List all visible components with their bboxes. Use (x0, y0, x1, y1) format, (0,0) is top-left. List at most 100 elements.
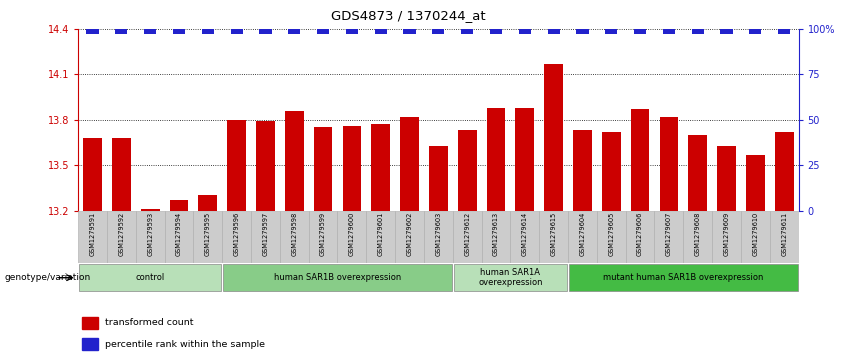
Text: GDS4873 / 1370244_at: GDS4873 / 1370244_at (331, 9, 485, 22)
Bar (199, 195, 217, 211)
Bar (487, 108, 505, 211)
Bar (78, 211, 107, 263)
Bar (539, 211, 568, 263)
Bar (112, 138, 131, 211)
Bar (194, 211, 222, 263)
Bar (573, 130, 592, 211)
Bar (746, 155, 765, 211)
Bar (366, 211, 395, 263)
Bar (634, 27, 646, 34)
Bar (568, 211, 597, 263)
Text: GSM1279595: GSM1279595 (205, 212, 211, 256)
Bar (256, 121, 275, 211)
Text: GSM1279611: GSM1279611 (781, 212, 787, 256)
Text: GSM1279603: GSM1279603 (436, 212, 441, 256)
Bar (720, 27, 733, 34)
Text: GSM1279605: GSM1279605 (608, 212, 615, 257)
Bar (429, 146, 448, 211)
Bar (313, 127, 332, 211)
Bar (169, 200, 188, 211)
Bar (343, 126, 361, 211)
Bar (597, 211, 626, 263)
Bar (544, 64, 563, 211)
Text: GSM1279596: GSM1279596 (233, 212, 240, 256)
Bar (345, 27, 358, 34)
Bar (141, 209, 160, 211)
Bar (285, 111, 304, 211)
Bar (569, 264, 798, 291)
Bar (288, 27, 300, 34)
Text: GSM1279604: GSM1279604 (580, 212, 585, 257)
Text: GSM1279615: GSM1279615 (550, 212, 556, 256)
Bar (688, 135, 707, 211)
Bar (461, 27, 473, 34)
Bar (107, 211, 135, 263)
Bar (309, 211, 338, 263)
Bar (663, 27, 675, 34)
Text: GSM1279602: GSM1279602 (406, 212, 412, 257)
Bar (602, 132, 621, 211)
Bar (519, 27, 531, 34)
Bar (395, 211, 424, 263)
Bar (453, 211, 482, 263)
Bar (510, 211, 539, 263)
Bar (626, 211, 654, 263)
Bar (165, 211, 194, 263)
Bar (222, 211, 251, 263)
Bar (317, 27, 329, 34)
Text: GSM1279609: GSM1279609 (724, 212, 729, 256)
Bar (115, 27, 128, 34)
Bar (338, 211, 366, 263)
Text: GSM1279607: GSM1279607 (666, 212, 672, 257)
Bar (749, 27, 761, 34)
Text: GSM1279601: GSM1279601 (378, 212, 384, 256)
Text: percentile rank within the sample: percentile rank within the sample (106, 340, 266, 348)
Text: mutant human SAR1B overexpression: mutant human SAR1B overexpression (603, 273, 764, 282)
Text: GSM1279610: GSM1279610 (753, 212, 759, 256)
Text: GSM1279600: GSM1279600 (349, 212, 355, 257)
Bar (424, 211, 453, 263)
Text: GSM1279613: GSM1279613 (493, 212, 499, 256)
Bar (516, 108, 534, 211)
Bar (457, 130, 477, 211)
Bar (660, 117, 678, 211)
Text: genotype/variation: genotype/variation (4, 273, 90, 282)
Bar (87, 27, 99, 34)
Text: GSM1279598: GSM1279598 (292, 212, 297, 256)
Bar (631, 109, 649, 211)
Text: GSM1279608: GSM1279608 (694, 212, 700, 257)
Bar (548, 27, 560, 34)
Bar (83, 138, 102, 211)
Text: GSM1279614: GSM1279614 (522, 212, 528, 256)
Bar (576, 27, 589, 34)
Bar (654, 211, 683, 263)
Text: human SAR1A
overexpression: human SAR1A overexpression (478, 268, 542, 287)
Bar (251, 211, 279, 263)
Bar (741, 211, 770, 263)
Text: GSM1279593: GSM1279593 (148, 212, 153, 256)
Text: GSM1279606: GSM1279606 (637, 212, 643, 257)
Bar (260, 27, 272, 34)
Text: control: control (135, 273, 165, 282)
Bar (770, 211, 799, 263)
Bar (231, 27, 243, 34)
Text: GSM1279599: GSM1279599 (320, 212, 326, 256)
Bar (778, 27, 790, 34)
Bar (201, 27, 214, 34)
Bar (692, 27, 704, 34)
Bar (144, 27, 156, 34)
Text: human SAR1B overexpression: human SAR1B overexpression (273, 273, 401, 282)
Bar (717, 146, 736, 211)
Bar (490, 27, 502, 34)
Bar (775, 132, 793, 211)
Text: GSM1279592: GSM1279592 (118, 212, 124, 256)
Bar (454, 264, 567, 291)
Text: GSM1279591: GSM1279591 (89, 212, 95, 256)
Bar (432, 27, 444, 34)
Bar (605, 27, 617, 34)
Bar (79, 264, 221, 291)
Bar (712, 211, 741, 263)
Bar (173, 27, 185, 34)
Bar (82, 317, 97, 329)
Bar (482, 211, 510, 263)
